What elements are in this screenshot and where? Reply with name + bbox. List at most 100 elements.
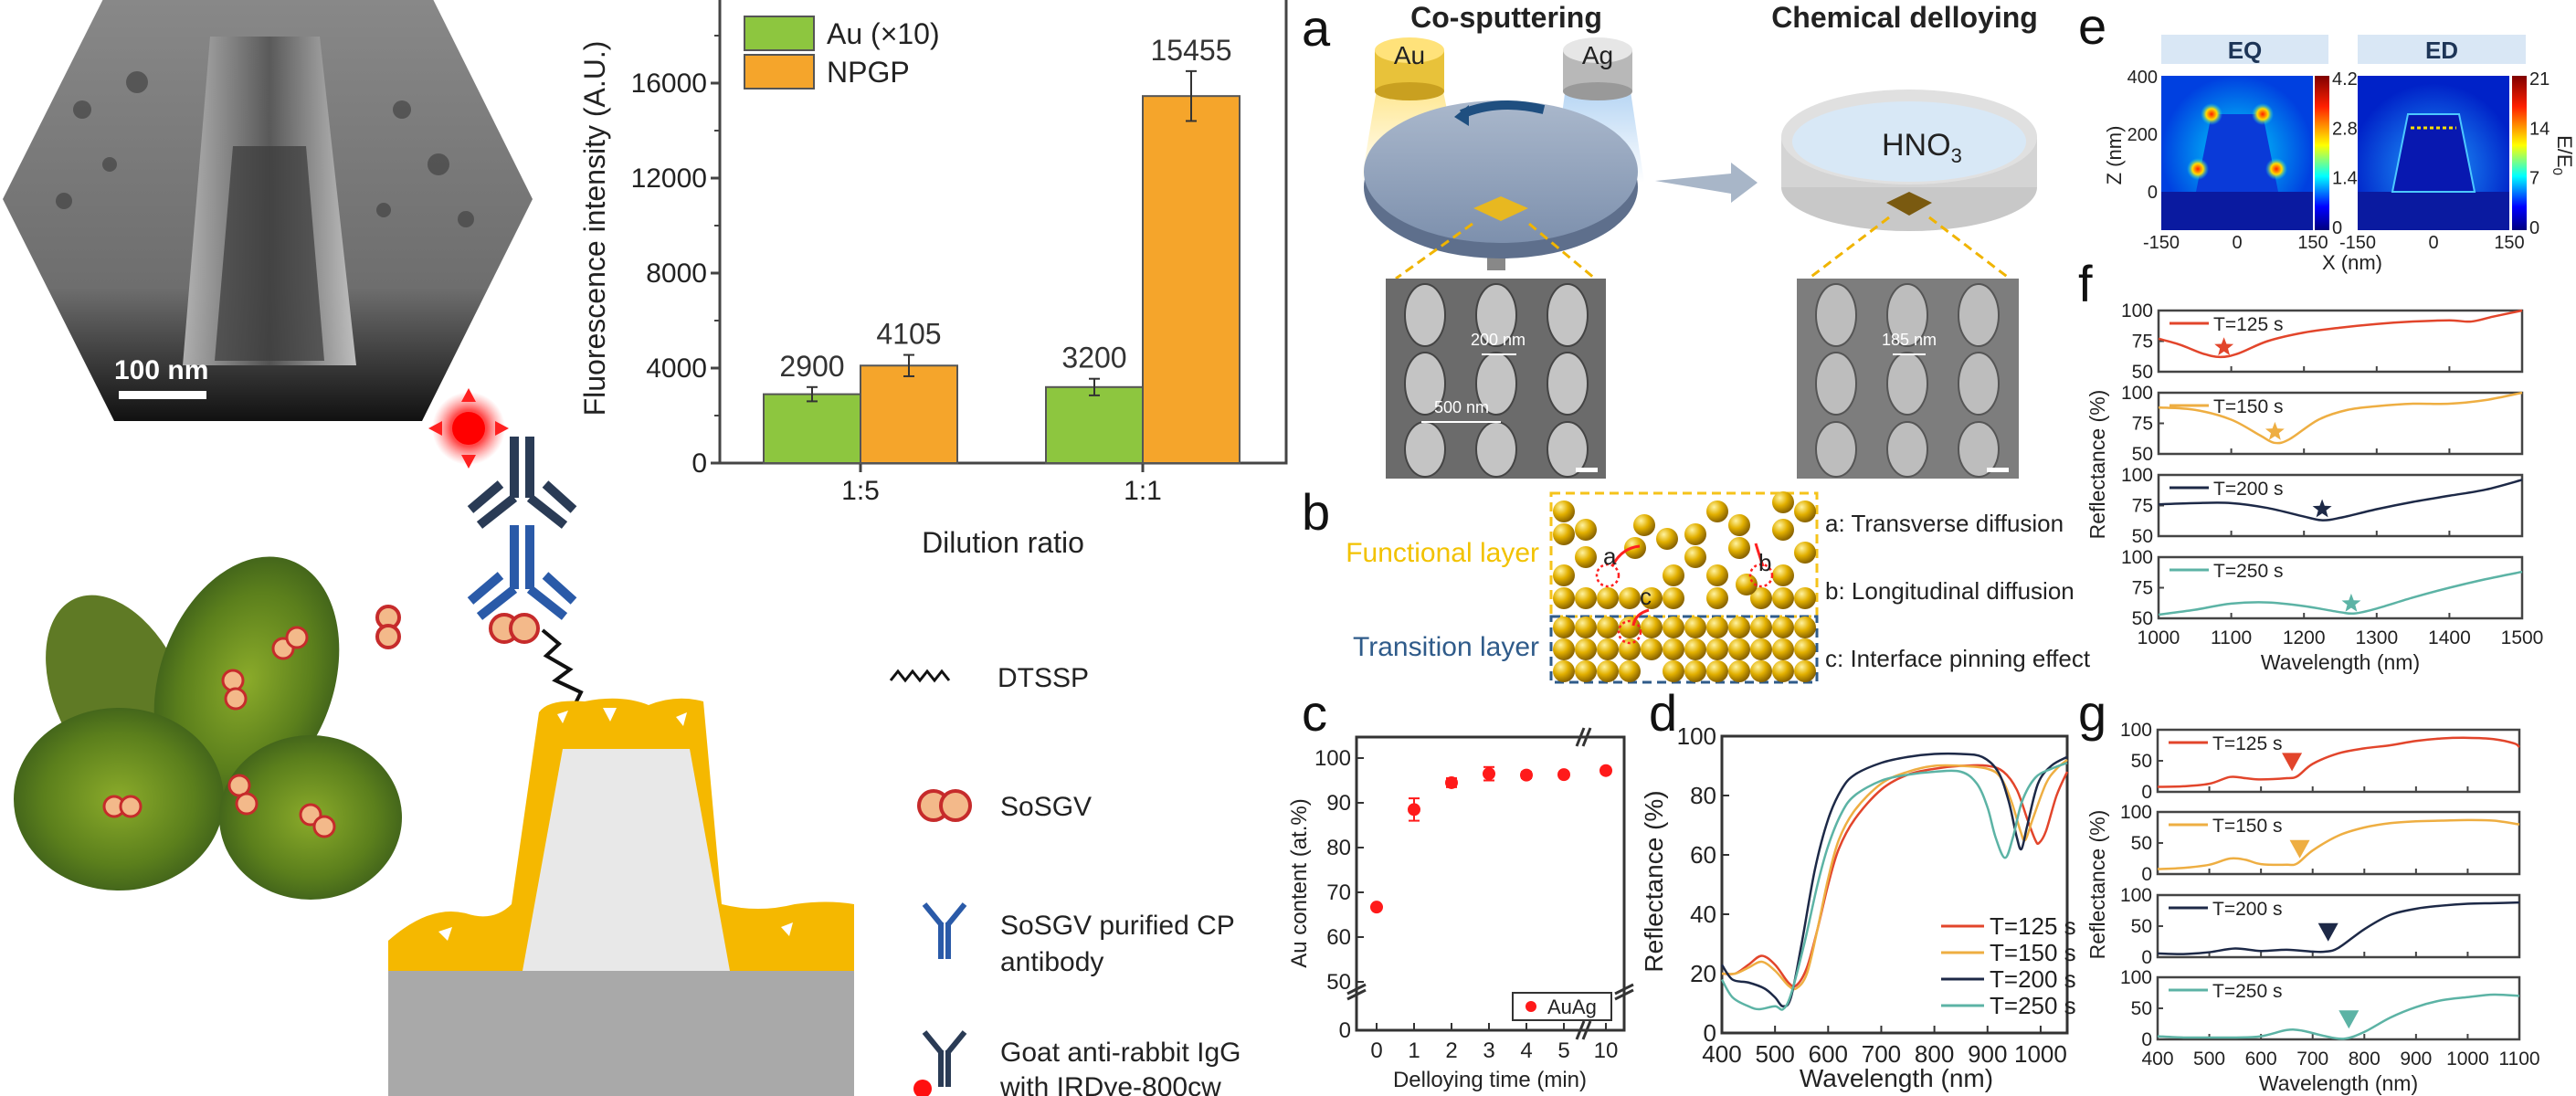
y-tick-label: 75: [2132, 578, 2153, 599]
y-tick-label: 50: [2131, 833, 2152, 854]
x-axis-label: Wavelength (nm): [1800, 1064, 1993, 1092]
x-axis-break-mark: [1575, 727, 1586, 747]
y-tick-label: 100: [2120, 802, 2152, 823]
reflectance-subplots-f: 50 75 100 T=125 s 50 75 100 T=150 s 50 75 100 T=200…: [2085, 300, 2543, 674]
sem-image-delloyed: 185 nm: [1797, 279, 2019, 479]
y-tick-label: 100: [2121, 547, 2153, 568]
transition-atom: [1794, 638, 1816, 660]
panel-label-e: e: [2078, 0, 2106, 55]
functional-atom: [1553, 501, 1575, 522]
transition-atom: [1575, 616, 1597, 638]
y-tick-label: 100: [2121, 383, 2153, 404]
transition-atom: [1575, 660, 1597, 682]
sem-scale-bar: [119, 391, 206, 399]
legend-label: T=150 s: [1990, 939, 2076, 966]
star-marker-icon: [2312, 499, 2332, 518]
legend-swatch: [744, 16, 815, 51]
y-tick-label: 50: [2132, 526, 2153, 547]
map-title-bar: [2358, 35, 2526, 64]
bar-au-1: [1045, 385, 1144, 464]
y-tick-label: 50: [2132, 608, 2153, 629]
chip-delloyed-icon: [1886, 192, 1932, 216]
functional-atom: [1794, 501, 1816, 522]
functional-atom: [1728, 537, 1750, 559]
bar-data-label: 2900: [779, 350, 844, 383]
transition-layer-label: Transition layer: [1353, 632, 1539, 662]
transition-atom: [1794, 660, 1816, 682]
field-hotspot: [2265, 158, 2287, 180]
functional-atom: [1794, 587, 1816, 609]
transition-atom: [1663, 638, 1684, 660]
x-tick-label: 500: [2193, 1049, 2225, 1070]
transition-atom: [1706, 616, 1728, 638]
transition-layer-box: [1549, 615, 1819, 684]
cp-antibody-legend-icon: [922, 902, 967, 959]
transition-atom: [1597, 638, 1619, 660]
legend-igg-line1: Goat anti-rabbit IgG: [1000, 1038, 1240, 1068]
data-point: [1370, 901, 1383, 914]
schematic-legend: DTSSP SoSGV SoSGV purified CP antibody G…: [889, 663, 1240, 1096]
x-tick-label: 1000: [2014, 1040, 2067, 1068]
y-tick-label: 0: [2141, 782, 2152, 803]
colorbar-tick-label: 14: [2529, 119, 2550, 139]
functional-atom: [1633, 514, 1655, 536]
colorbar-tick-label: 2.8: [2332, 119, 2358, 139]
transition-atom: [1597, 616, 1619, 638]
x-tick-label: 10: [1594, 1038, 1619, 1063]
series-line-0: [2158, 309, 2523, 359]
y-axis-break-mark: [1614, 988, 1634, 1001]
primary-antibody-icon: [467, 525, 577, 620]
colorbar-label-text: E/E: [2553, 135, 2576, 167]
diffusion-arrow-icon: [1754, 543, 1765, 567]
transition-atom: [1750, 638, 1772, 660]
plot-frame: [1720, 734, 2069, 1035]
x-tick-label: 400: [1702, 1040, 1741, 1068]
legend-label: T=150 s: [2212, 816, 2282, 837]
panel-a: a Co-sputtering Chemical delloying Au Ag: [1302, 0, 2038, 479]
y-axis-label: Reflectance (%): [1640, 790, 1668, 972]
transition-atom: [1641, 638, 1663, 660]
functional-atom: [1750, 587, 1772, 609]
y-tick-label: 100: [2120, 720, 2152, 741]
x-tick-label: 700: [1862, 1040, 1901, 1068]
functional-atom: [1684, 546, 1706, 568]
legend-sosgv: SoSGV: [1000, 792, 1092, 822]
y-tick-label: 80: [1690, 782, 1716, 809]
y-tick-label: 50: [2132, 362, 2153, 383]
x-tick-label: 1400: [2428, 627, 2471, 648]
x-tick-label: -150: [2339, 233, 2376, 253]
legend-marker: [1526, 1001, 1536, 1012]
y-tick-label: 0: [692, 448, 707, 479]
y-tick-label: 8000: [646, 258, 707, 289]
series-line-3: [1720, 762, 2068, 1011]
reflectance-subplots-g: 0 50 100 T=125 s 0 50 100 T=150 s 0 50 100 T=200 s 0…: [2085, 720, 2540, 1095]
sem-scale-label: 100 nm: [114, 355, 208, 385]
x-tick-label: -150: [2143, 233, 2180, 253]
y-tick-label: 100: [2121, 300, 2153, 321]
y-tick-label: 60: [1326, 925, 1351, 950]
transition-atom: [1663, 660, 1684, 682]
y-tick-label: 90: [1326, 791, 1351, 816]
transition-atom: [1619, 660, 1641, 682]
hno3-dish: HNO3: [1781, 90, 2037, 231]
x-tick-label: 900: [2400, 1049, 2432, 1070]
star-marker-icon: [2214, 337, 2234, 356]
reflectance-line-chart-d: 400 500 600 700 800 900 1000 0 20 40 60 80 100 T=125 …: [1640, 722, 2076, 1092]
dye-legend-icon: [913, 1080, 932, 1096]
x-tick-label: 800: [1915, 1040, 1954, 1068]
atom-label-c: c: [1640, 583, 1652, 610]
y-tick-label: 0: [2148, 183, 2158, 203]
field-hotspot: [2187, 158, 2209, 180]
x-tick-label: 1000: [2446, 1049, 2489, 1070]
functional-atom: [1619, 587, 1641, 609]
transition-atom: [1750, 616, 1772, 638]
triangle-marker-icon: [2289, 839, 2310, 859]
x-tick-label: 1:1: [1124, 476, 1162, 506]
atom-label-b: b: [1758, 549, 1771, 576]
sosgv-particle-icon: [489, 613, 540, 644]
functional-atom: [1553, 523, 1575, 545]
chip-icon: [1473, 196, 1528, 221]
functional-atom: [1641, 587, 1663, 609]
